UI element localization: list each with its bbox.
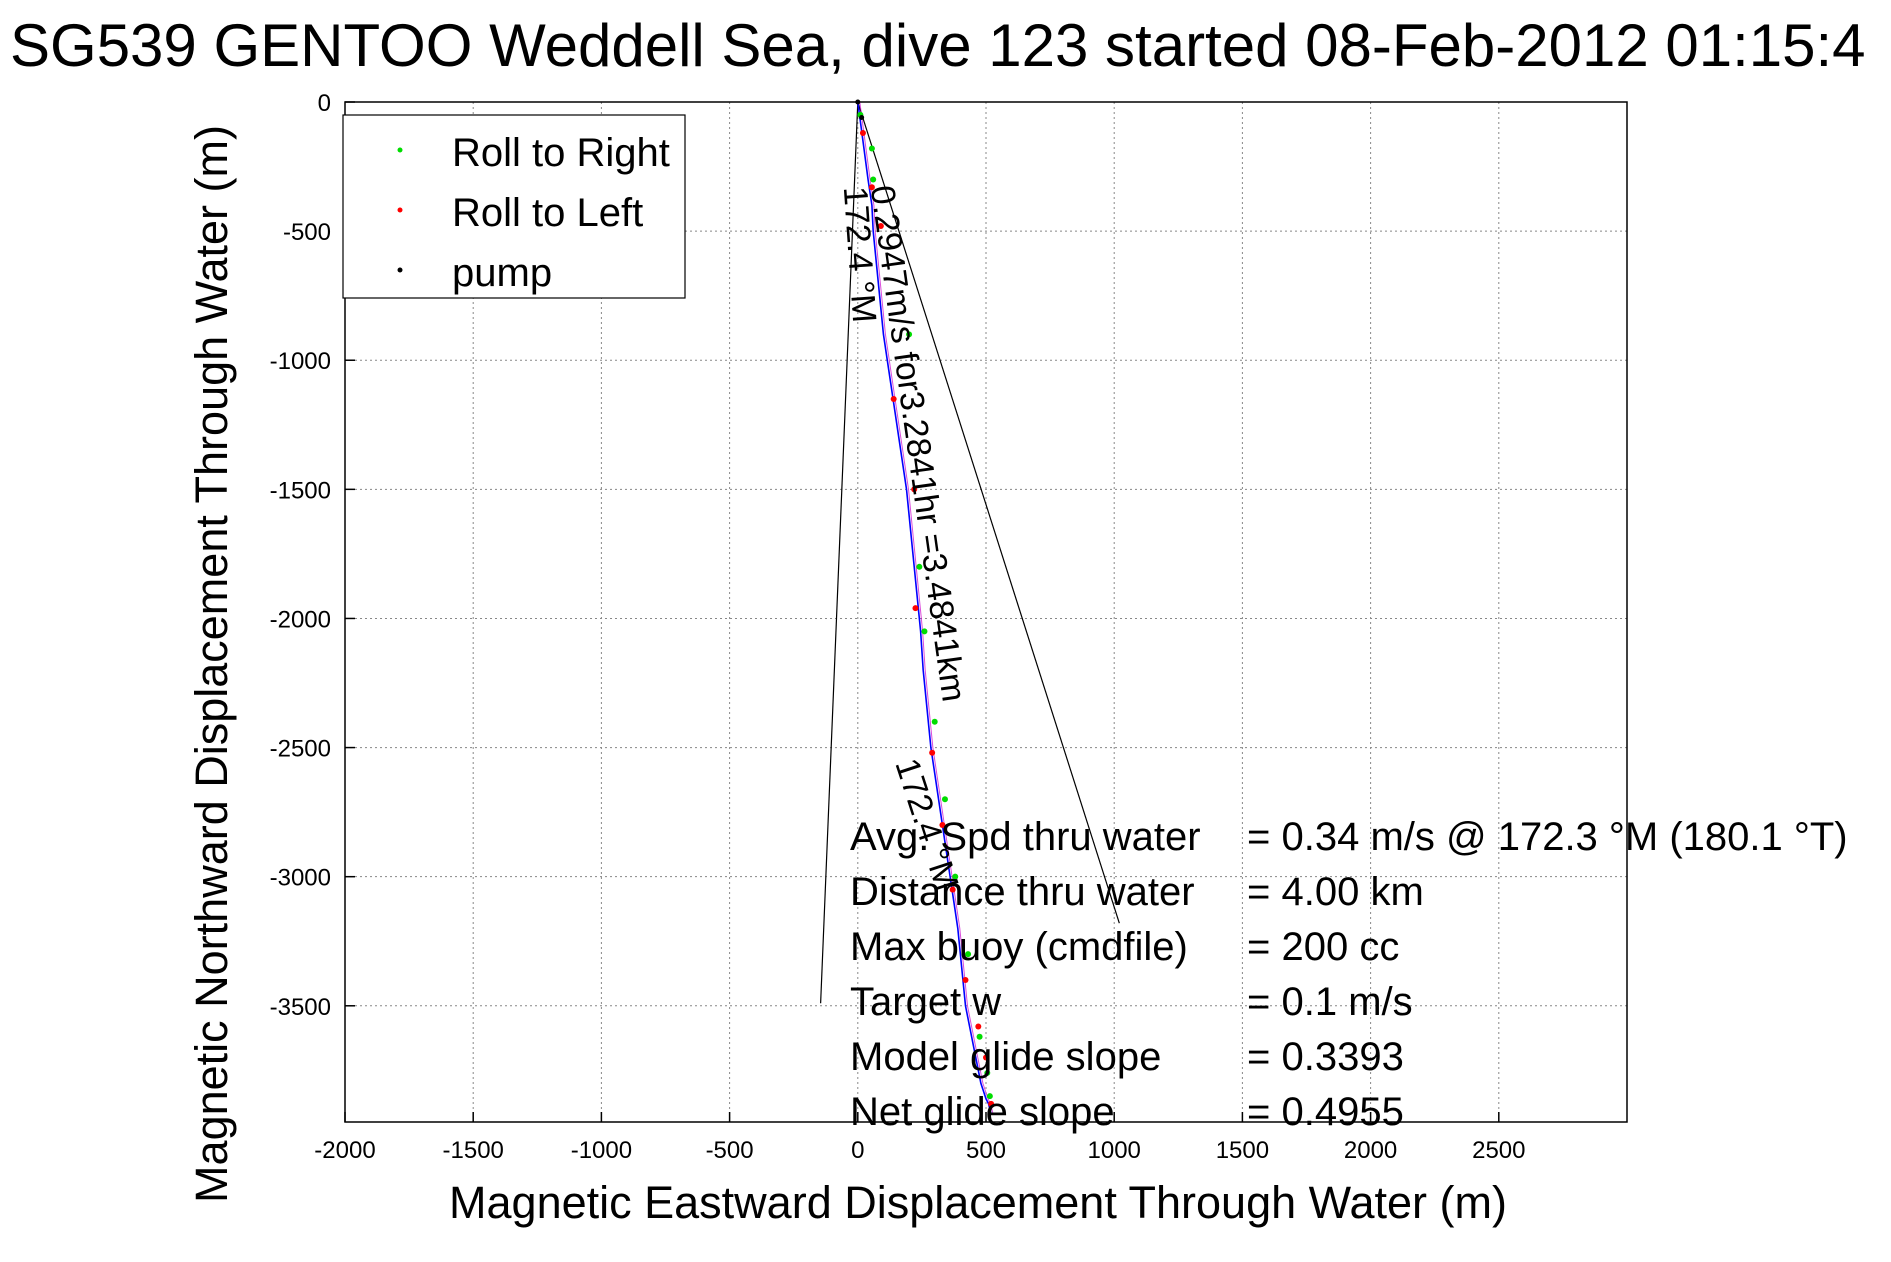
roll-right-point bbox=[952, 873, 959, 880]
roll-left-point bbox=[949, 886, 956, 893]
y-axis-ticks: 0 -500 -1000 -1500 -2000 -2500 -3000 -3500 bbox=[270, 90, 355, 1021]
x-axis-label: Magnetic Eastward Displacement Through W… bbox=[449, 1177, 1507, 1228]
x-tick-label: 2000 bbox=[1344, 1137, 1397, 1164]
x-tick-label: 500 bbox=[966, 1137, 1006, 1164]
heading-line bbox=[857, 101, 1120, 924]
y-axis-label: Magnetic Northward Displacement Through … bbox=[186, 125, 237, 1203]
summary-value: = 200 cc bbox=[1247, 925, 1399, 969]
y-tick-label: -500 bbox=[283, 219, 331, 246]
x-tick-label: -1000 bbox=[571, 1137, 632, 1164]
roll-right-point bbox=[965, 951, 972, 958]
x-axis-ticks: -2000 -1500 -1000 -500 0 500 1000 1500 2000 2500 bbox=[314, 1112, 1525, 1164]
annotation-label: 172.4 °M bbox=[836, 185, 883, 324]
roll-left-point bbox=[939, 822, 946, 829]
summary-text: Avg. Spd thru water = 0.34 m/s @ 172.3 °M… bbox=[850, 815, 1848, 1134]
roll-right-point bbox=[941, 796, 948, 803]
x-tick-label: 1000 bbox=[1088, 1137, 1141, 1164]
chart-title: SG539 GENTOO Weddell Sea, dive 123 start… bbox=[10, 12, 1866, 79]
roll-right-point bbox=[870, 176, 877, 183]
legend-marker bbox=[397, 267, 403, 273]
roll-left-point bbox=[983, 1054, 989, 1061]
summary-label: Net glide slope bbox=[850, 1090, 1115, 1134]
x-tick-label: 2500 bbox=[1472, 1137, 1525, 1164]
roll-left-point bbox=[890, 395, 897, 402]
legend: Roll to Right Roll to Left pump bbox=[342, 114, 686, 299]
pump-point bbox=[855, 99, 861, 105]
roll-right-point bbox=[986, 1093, 993, 1100]
roll-left-point bbox=[912, 605, 919, 612]
summary-value: = 0.1 m/s bbox=[1247, 980, 1413, 1024]
y-tick-label: -1000 bbox=[270, 348, 331, 375]
dive-track-overlay bbox=[859, 101, 994, 1115]
x-tick-label: -1500 bbox=[443, 1137, 504, 1164]
roll-right-point bbox=[916, 563, 923, 570]
summary-label: Max buoy (cmdfile) bbox=[850, 925, 1188, 969]
track-series bbox=[857, 101, 994, 1115]
roll-left-point bbox=[929, 749, 936, 756]
roll-left-point bbox=[962, 976, 969, 983]
roll-left-point bbox=[877, 222, 884, 229]
y-tick-label: -3000 bbox=[270, 865, 331, 892]
roll-left-point bbox=[988, 1100, 995, 1107]
legend-entry-label: Roll to Left bbox=[452, 191, 643, 235]
roll-left-point bbox=[868, 184, 875, 191]
heading-line bbox=[820, 101, 859, 1004]
roll-right-point bbox=[868, 145, 875, 152]
roll-markers bbox=[855, 99, 995, 1107]
roll-right-point bbox=[921, 628, 928, 635]
roll-right-point bbox=[906, 331, 913, 338]
x-tick-label: 0 bbox=[851, 1137, 864, 1164]
x-tick-label: 1500 bbox=[1216, 1137, 1269, 1164]
summary-label: Distance thru water bbox=[850, 870, 1195, 914]
legend-marker bbox=[397, 207, 403, 213]
summary-value: = 0.3393 bbox=[1247, 1035, 1404, 1079]
roll-right-point bbox=[931, 718, 938, 725]
roll-left-point bbox=[911, 486, 918, 493]
y-tick-label: 0 bbox=[318, 90, 331, 117]
summary-label: Avg. Spd thru water bbox=[850, 815, 1201, 859]
summary-label: Model glide slope bbox=[850, 1035, 1161, 1079]
roll-left-point bbox=[975, 1023, 982, 1030]
y-tick-label: -1500 bbox=[270, 477, 331, 504]
roll-left-point bbox=[859, 129, 866, 136]
y-tick-label: -3500 bbox=[270, 994, 331, 1021]
heading-lines bbox=[820, 101, 1120, 1004]
x-tick-label: -2000 bbox=[314, 1137, 375, 1164]
summary-value: = 4.00 km bbox=[1247, 870, 1424, 914]
y-tick-label: -2500 bbox=[270, 736, 331, 763]
dive-track-line bbox=[857, 101, 992, 1115]
summary-value: = 0.34 m/s @ 172.3 °M (180.1 °T) bbox=[1247, 815, 1848, 859]
x-tick-label: -500 bbox=[706, 1137, 754, 1164]
summary-label: Target w bbox=[850, 980, 1001, 1024]
roll-right-point bbox=[976, 1033, 983, 1040]
roll-right-point bbox=[984, 1069, 991, 1076]
y-tick-label: -2000 bbox=[270, 606, 331, 633]
legend-entry-label: pump bbox=[452, 251, 552, 295]
pump-point bbox=[859, 114, 865, 120]
summary-value: = 0.4955 bbox=[1247, 1090, 1404, 1134]
legend-entry-label: Roll to Right bbox=[452, 131, 670, 175]
legend-marker bbox=[397, 147, 403, 153]
